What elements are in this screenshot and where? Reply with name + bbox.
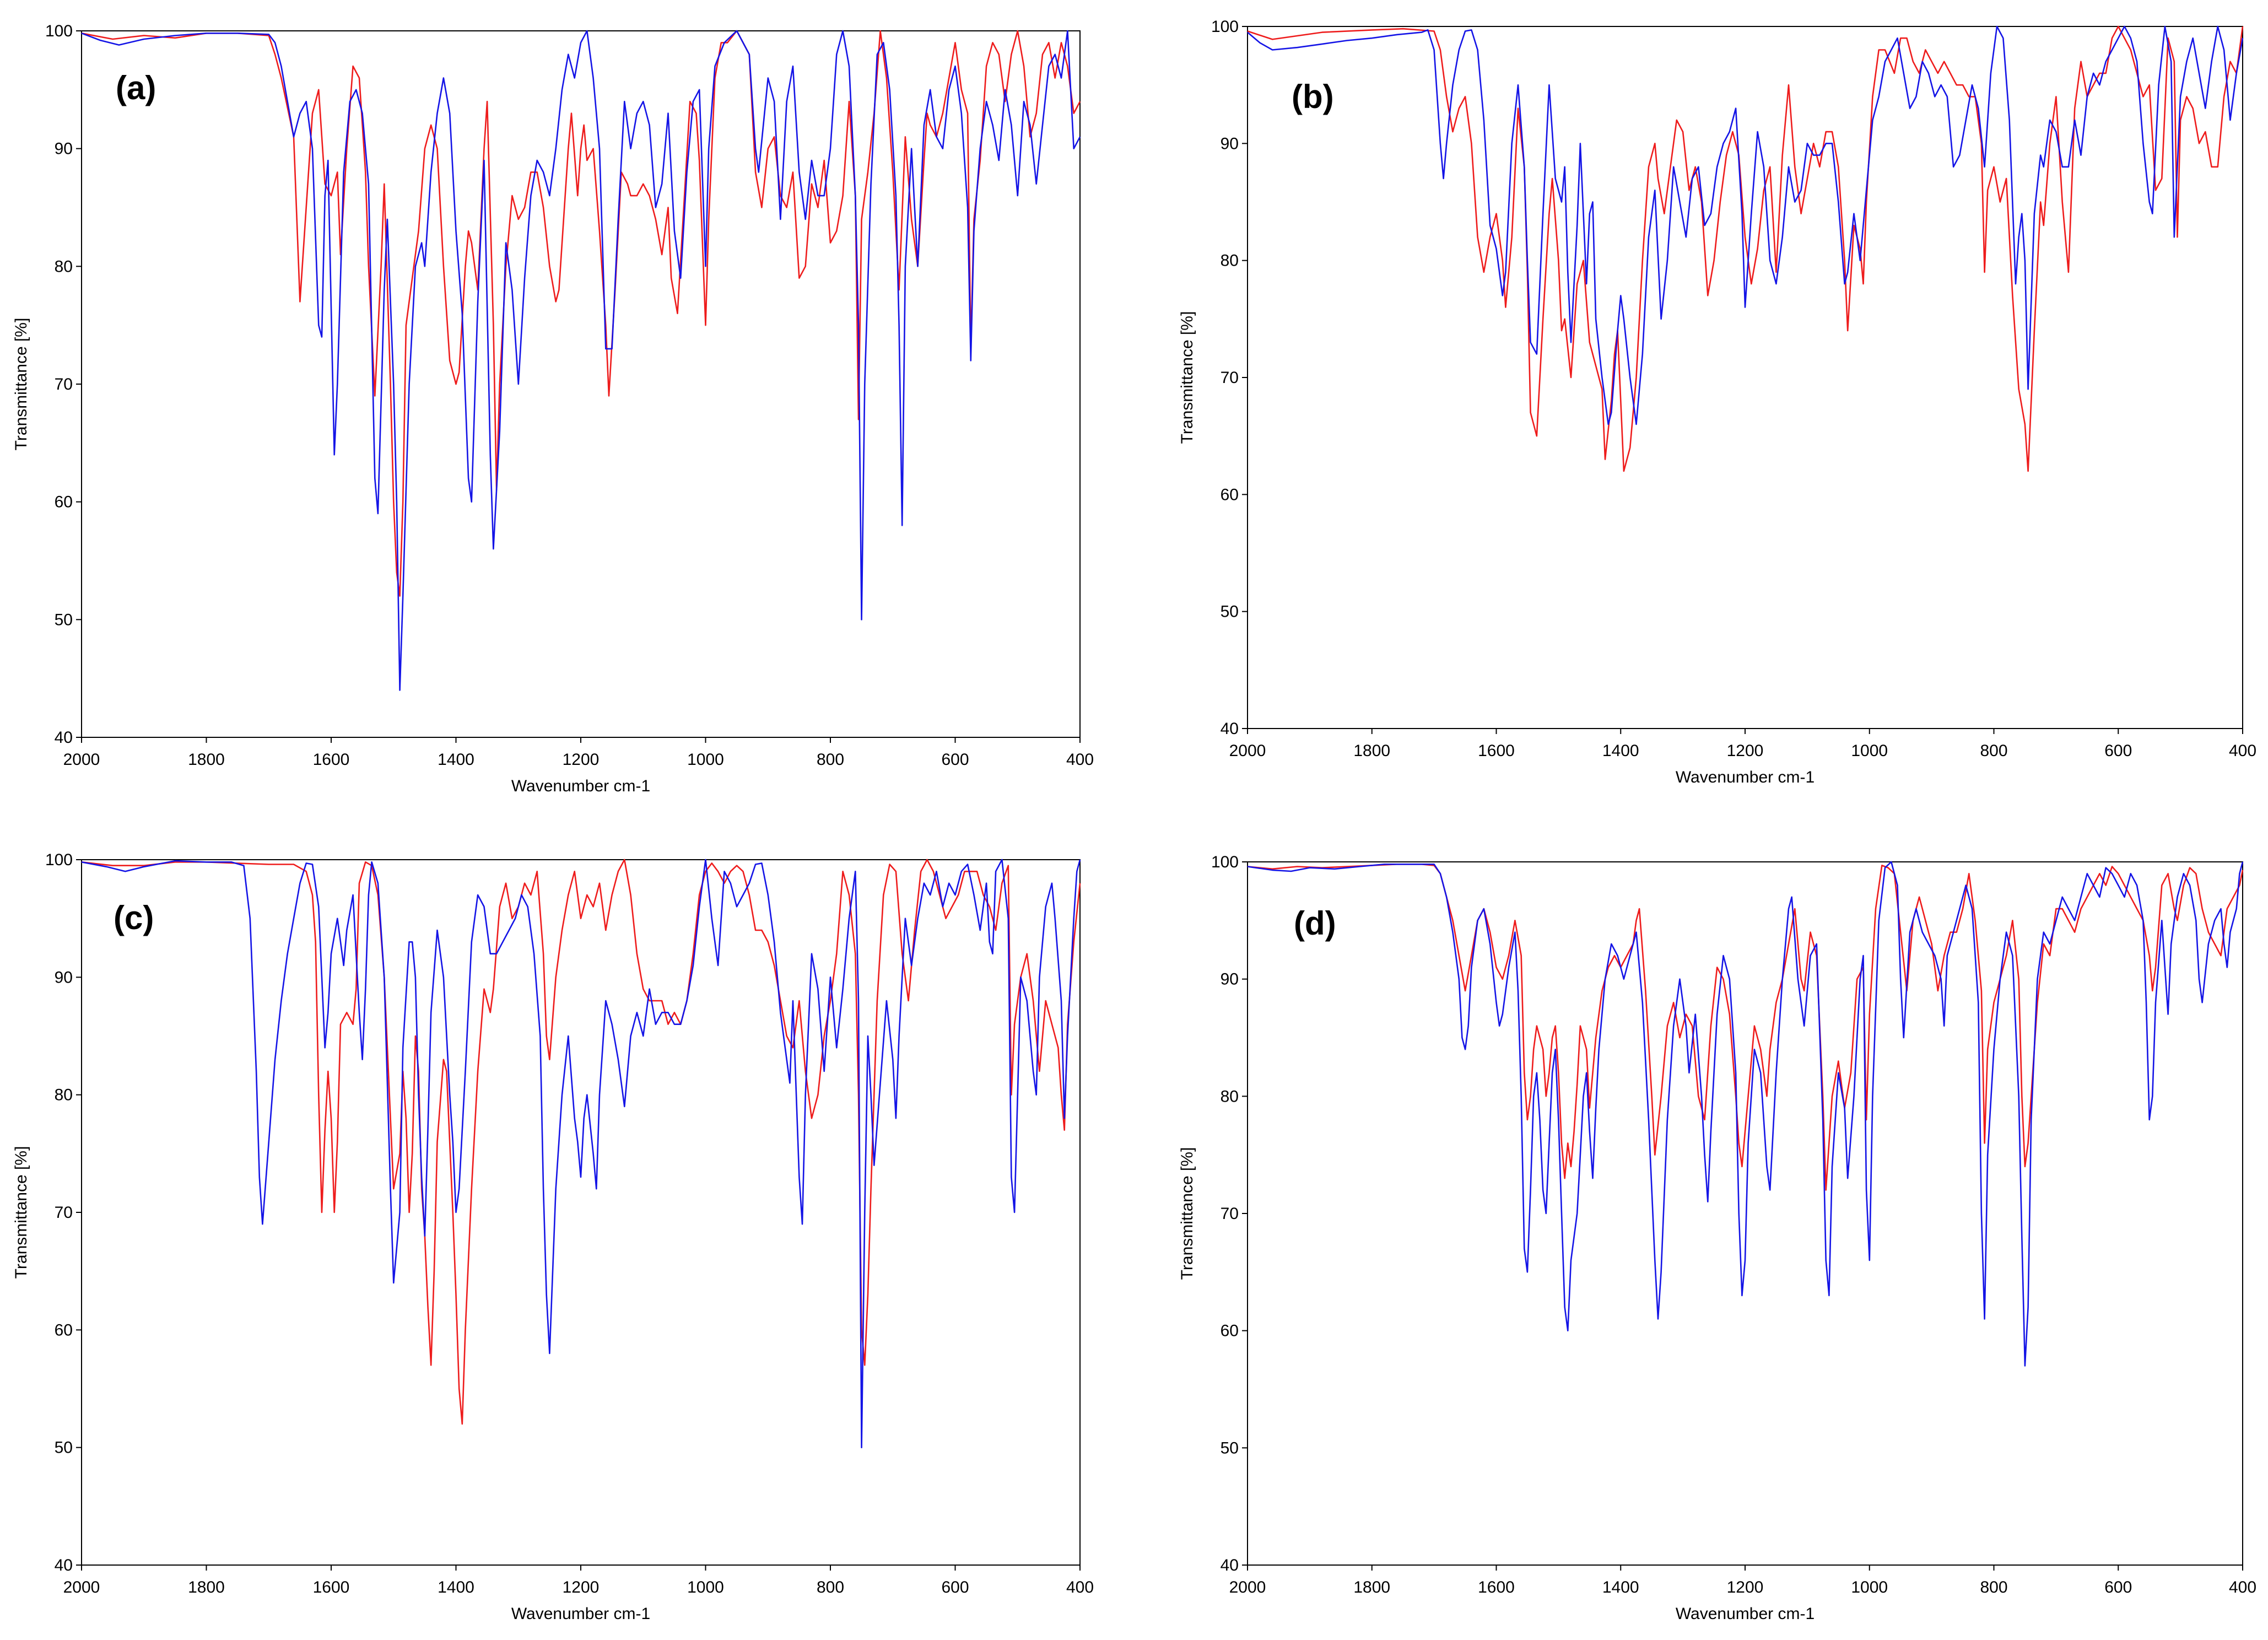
x-tick-label: 800 <box>817 1578 844 1596</box>
x-axis-label: Wavenumber cm-1 <box>1676 768 1815 786</box>
x-tick-label: 800 <box>1980 1578 2007 1596</box>
x-tick-label: 1000 <box>687 751 724 769</box>
y-axis-label: Transmittance [%] <box>12 1146 30 1279</box>
y-axis-label: Transmittance [%] <box>1178 1147 1196 1280</box>
chart-b-svg: 40 50 60 70 80 90 100 2000 1800 1600 1400 1200 1000 8… <box>1178 18 2256 786</box>
x-tick-label: 1600 <box>313 751 350 769</box>
series-line-red <box>81 30 1081 597</box>
plot-frame <box>1247 26 2243 729</box>
x-tick-label: 1600 <box>1478 1578 1515 1596</box>
panel-label-b: (b) <box>1292 78 1334 115</box>
y-tick-label: 60 <box>55 1321 73 1339</box>
x-tick-label: 400 <box>1066 751 1094 769</box>
x-tick-label: 600 <box>941 751 969 769</box>
y-tick-label: 50 <box>55 611 73 629</box>
x-tick-label: 2000 <box>1229 1578 1266 1596</box>
x-tick-label: 1400 <box>438 751 474 769</box>
series-line-blue <box>1247 25 2244 425</box>
panel-label-a: (a) <box>116 69 156 106</box>
y-tick-label: 50 <box>1221 603 1239 621</box>
y-axis-label: Transmittance [%] <box>1178 311 1196 444</box>
y-tick-label: 60 <box>1221 485 1239 504</box>
x-axis-label: Wavenumber cm-1 <box>511 777 650 795</box>
x-tick-label: 1200 <box>1727 742 1764 760</box>
y-tick-label: 60 <box>55 493 73 511</box>
panel-label-c: (c) <box>114 899 154 936</box>
x-tick-label: 600 <box>941 1578 969 1596</box>
x-tick-label: 1800 <box>1353 742 1390 760</box>
chart-panel-d: 40 50 60 70 80 90 100 2000 1800 1600 1400 1200 1000 8… <box>1134 820 2268 1640</box>
x-tick-label: 1200 <box>563 1578 600 1596</box>
chart-c-svg: 40 50 60 70 80 90 100 2000 1800 1600 1400 1200 1000 8… <box>12 851 1094 1623</box>
chart-panel-b: 40 50 60 70 80 90 100 2000 1800 1600 1400 1200 1000 8… <box>1134 0 2268 820</box>
y-tick-label: 100 <box>45 22 73 40</box>
y-tick-label: 90 <box>55 140 73 158</box>
x-tick-label: 400 <box>1066 1578 1094 1596</box>
y-tick-label: 70 <box>1221 369 1239 387</box>
series-line-red <box>81 859 1081 1425</box>
panel-label-d: (d) <box>1294 905 1336 942</box>
y-tick-label: 80 <box>55 1086 73 1104</box>
x-axis-label: Wavenumber cm-1 <box>1676 1605 1815 1623</box>
series-line-blue <box>81 859 1081 1448</box>
x-tick-label: 1600 <box>1478 742 1515 760</box>
y-tick-label: 70 <box>55 375 73 393</box>
y-tick-label: 40 <box>55 1556 73 1574</box>
y-tick-label: 50 <box>55 1439 73 1457</box>
x-tick-label: 1000 <box>1851 1578 1888 1596</box>
x-tick-label: 800 <box>1980 742 2007 760</box>
chart-panel-a: 40 50 60 70 80 90 100 2000 1800 1600 1400 1200 1000 8… <box>0 0 1134 820</box>
x-tick-label: 800 <box>817 751 844 769</box>
y-axis-label: Transmittance [%] <box>12 318 30 451</box>
y-tick-label: 80 <box>55 257 73 276</box>
x-tick-label: 400 <box>2229 1578 2256 1596</box>
y-tick-label: 40 <box>55 729 73 747</box>
x-tick-label: 1800 <box>1353 1578 1390 1596</box>
y-tick-label: 100 <box>1211 18 1239 36</box>
x-tick-label: 600 <box>2104 1578 2132 1596</box>
x-tick-label: 2000 <box>1229 742 1266 760</box>
x-tick-label: 2000 <box>63 751 100 769</box>
y-tick-label: 90 <box>1221 134 1239 153</box>
plot-frame <box>81 30 1081 738</box>
x-tick-label: 1400 <box>1602 1578 1639 1596</box>
x-tick-label: 1000 <box>1851 742 1888 760</box>
x-tick-label: 1600 <box>313 1578 350 1596</box>
series-line-blue <box>1247 861 2244 1367</box>
x-axis-label: Wavenumber cm-1 <box>511 1605 650 1623</box>
plot-frame <box>1247 861 2243 1566</box>
y-tick-label: 100 <box>45 851 73 869</box>
x-tick-label: 1400 <box>1602 742 1639 760</box>
y-tick-label: 80 <box>1221 1087 1239 1105</box>
y-tick-label: 90 <box>1221 970 1239 989</box>
x-tick-label: 1400 <box>438 1578 474 1596</box>
y-tick-label: 70 <box>1221 1205 1239 1223</box>
x-tick-label: 600 <box>2104 742 2132 760</box>
chart-panel-c: 40 50 60 70 80 90 100 2000 1800 1600 1400 1200 1000 8… <box>0 820 1134 1640</box>
x-tick-label: 400 <box>2229 742 2256 760</box>
x-tick-label: 1200 <box>1727 1578 1764 1596</box>
x-tick-label: 1800 <box>188 1578 225 1596</box>
series-line-red <box>1247 864 2244 1191</box>
plot-frame <box>81 859 1081 1566</box>
y-tick-label: 90 <box>55 968 73 986</box>
x-tick-label: 2000 <box>63 1578 100 1596</box>
chart-d-svg: 40 50 60 70 80 90 100 2000 1800 1600 1400 1200 1000 8… <box>1178 853 2256 1623</box>
y-tick-label: 100 <box>1211 853 1239 871</box>
series-line-blue <box>81 30 1081 691</box>
chart-a-svg: 40 50 60 70 80 90 100 2000 1800 1600 1400 1200 1000 8… <box>12 22 1094 795</box>
y-tick-label: 80 <box>1221 252 1239 270</box>
y-tick-label: 50 <box>1221 1439 1239 1457</box>
x-tick-label: 1000 <box>687 1578 724 1596</box>
x-tick-label: 1800 <box>188 751 225 769</box>
y-tick-label: 40 <box>1221 1556 1239 1574</box>
y-tick-label: 40 <box>1221 720 1239 738</box>
y-tick-label: 70 <box>55 1204 73 1222</box>
y-tick-label: 60 <box>1221 1322 1239 1340</box>
x-tick-label: 1200 <box>563 751 600 769</box>
series-line-red <box>1247 25 2244 472</box>
